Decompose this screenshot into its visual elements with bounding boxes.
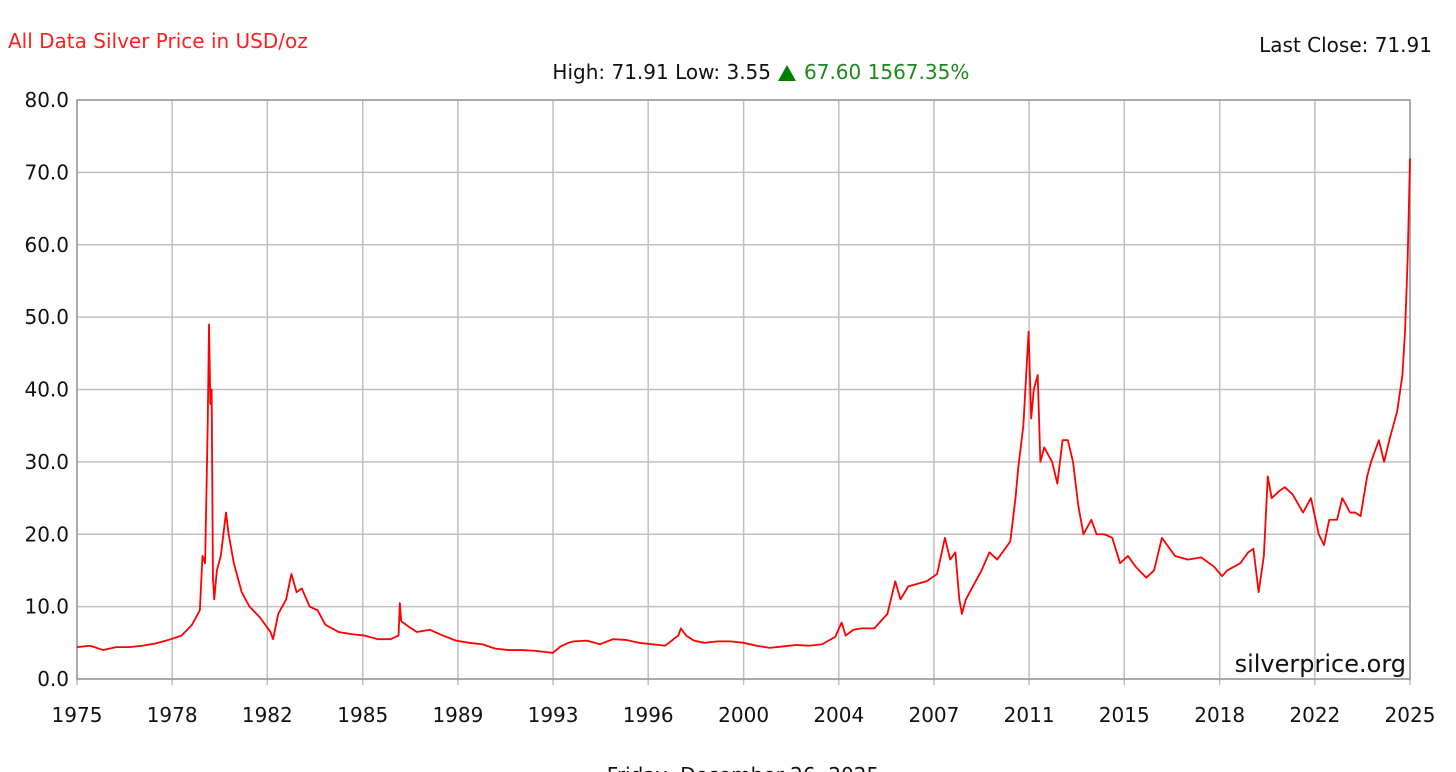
up-arrow	[778, 65, 796, 81]
x-axis-label: Friday, December 26, 2025	[607, 763, 879, 772]
x-tick-label: 2025	[1385, 703, 1436, 727]
last-close: Last Close: 71.91	[1259, 33, 1432, 57]
watermark: silverprice.org	[1235, 650, 1406, 678]
price-line	[76, 158, 1411, 654]
x-tick-label: 2015	[1099, 703, 1150, 727]
x-tick-label: 2007	[908, 703, 959, 727]
x-tick-label: 1996	[623, 703, 674, 727]
x-tick-label: 1978	[147, 703, 198, 727]
y-tick-label: 50.0	[24, 305, 69, 329]
summary: High: 71.91 Low: 3.55	[552, 60, 771, 84]
x-tick-label: 1985	[337, 703, 388, 727]
y-tick-label: 60.0	[24, 233, 69, 257]
x-tick-label: 2018	[1194, 703, 1245, 727]
chart-title: All Data Silver Price in USD/oz	[8, 29, 308, 53]
plot-frame	[76, 99, 1411, 680]
x-tick-label: 2022	[1289, 703, 1340, 727]
y-tick-label: 80.0	[24, 88, 69, 112]
y-tick-label: 70.0	[24, 160, 69, 184]
x-tick-label: 1989	[432, 703, 483, 727]
x-tick-label: 2004	[813, 703, 864, 727]
x-tick-label: 2011	[1004, 703, 1055, 727]
y-tick-label: 20.0	[24, 522, 69, 546]
x-tick-label: 2000	[718, 703, 769, 727]
y-tick-label: 0.0	[37, 667, 69, 691]
x-tick-label: 1993	[528, 703, 579, 727]
y-tick-label: 10.0	[24, 595, 69, 619]
x-tick-label: 1982	[242, 703, 293, 727]
y-tick-label: 30.0	[24, 450, 69, 474]
change: 67.60 1567.35%	[804, 60, 969, 84]
x-tick-label: 1975	[52, 703, 103, 727]
y-tick-label: 40.0	[24, 378, 69, 402]
